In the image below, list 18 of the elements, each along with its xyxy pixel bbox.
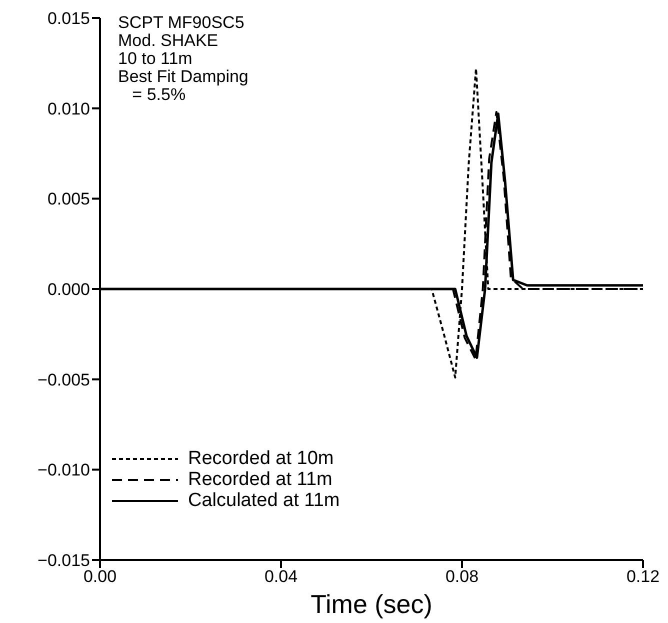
legend-label: Calculated at 11m bbox=[188, 490, 340, 512]
x-axis-title: Time (sec) bbox=[310, 589, 432, 619]
y-tick-label: 0.010 bbox=[47, 99, 90, 118]
y-tick-label: 0.015 bbox=[47, 9, 90, 28]
legend-label: Recorded at 10m bbox=[188, 448, 334, 470]
y-tick-label: −0.010 bbox=[38, 460, 90, 480]
y-tick-label: 0.000 bbox=[47, 280, 90, 300]
annotation: 10 to 11m bbox=[118, 49, 194, 68]
annotation: = 5.5% bbox=[131, 85, 186, 104]
annotation: SCPT MF90SC5 bbox=[118, 13, 246, 32]
x-tick-label: 0.04 bbox=[264, 567, 298, 586]
x-tick-label: 0.12 bbox=[626, 567, 660, 586]
y-tick-label: −0.005 bbox=[38, 370, 90, 390]
x-tick-label: 0.08 bbox=[445, 567, 479, 586]
y-tick-label: 0.005 bbox=[47, 190, 90, 209]
legend-label: Recorded at 11m bbox=[188, 468, 332, 490]
annotation: Mod. SHAKE bbox=[118, 31, 220, 50]
annotation: Best Fit Damping bbox=[118, 67, 248, 86]
